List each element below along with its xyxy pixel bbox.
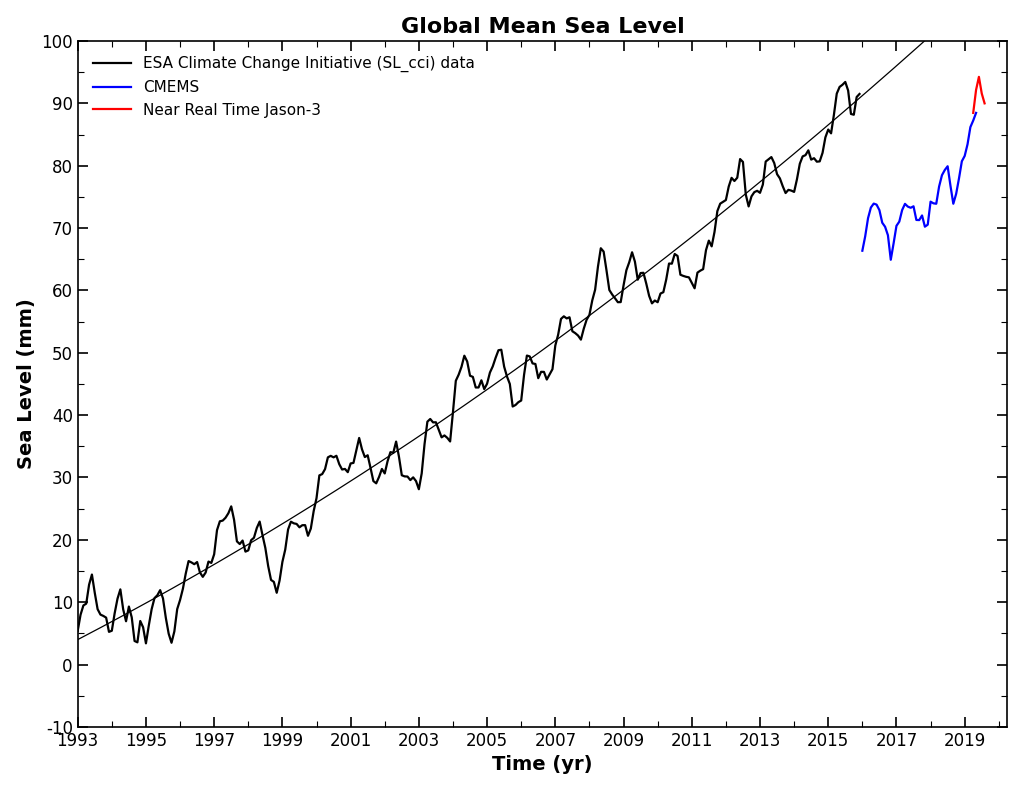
Line: ESA Climate Change Initiative (SL_cci) data: ESA Climate Change Initiative (SL_cci) d… (78, 82, 859, 643)
CMEMS (941, 161, 953, 171)
CMEMS (953, 173, 966, 183)
ESA Climate Change Initiative (SL_cci) data (481, 379, 494, 388)
CMEMS (933, 182, 945, 191)
ESA Climate Change Initiative (SL_cci) data (617, 281, 630, 290)
CMEMS (919, 222, 931, 232)
CMEMS (970, 108, 982, 118)
Title: Global Mean Sea Level: Global Mean Sea Level (400, 17, 684, 36)
CMEMS (913, 215, 926, 225)
CMEMS (896, 206, 908, 215)
CMEMS (888, 238, 900, 248)
CMEMS (965, 123, 977, 132)
CMEMS (862, 214, 874, 223)
CMEMS (962, 139, 974, 149)
CMEMS (873, 206, 886, 215)
Near Real Time Jason-3 (970, 85, 982, 95)
CMEMS (890, 221, 902, 230)
CMEMS (902, 202, 914, 211)
CMEMS (955, 157, 968, 166)
CMEMS (939, 165, 951, 175)
X-axis label: Time (yr): Time (yr) (493, 755, 593, 774)
Near Real Time Jason-3 (976, 89, 988, 98)
CMEMS (944, 181, 956, 191)
CMEMS (867, 199, 880, 208)
ESA Climate Change Initiative (SL_cci) data (72, 626, 84, 635)
CMEMS (893, 217, 905, 226)
ESA Climate Change Initiative (SL_cci) data (839, 78, 851, 87)
CMEMS (879, 222, 891, 232)
CMEMS (947, 199, 959, 209)
CMEMS (885, 255, 897, 264)
CMEMS (958, 151, 971, 161)
CMEMS (928, 199, 940, 208)
ESA Climate Change Initiative (SL_cci) data (541, 375, 553, 384)
CMEMS (910, 215, 923, 225)
Legend: ESA Climate Change Initiative (SL_cci) data, CMEMS, Near Real Time Jason-3: ESA Climate Change Initiative (SL_cci) d… (85, 48, 483, 126)
CMEMS (899, 199, 911, 209)
CMEMS (882, 230, 894, 240)
CMEMS (877, 218, 889, 228)
Line: Near Real Time Jason-3: Near Real Time Jason-3 (973, 77, 985, 113)
ESA Climate Change Initiative (SL_cci) data (365, 464, 377, 473)
CMEMS (856, 246, 868, 255)
CMEMS (950, 189, 963, 199)
Near Real Time Jason-3 (967, 108, 979, 118)
CMEMS (936, 171, 948, 180)
Line: CMEMS: CMEMS (862, 113, 976, 259)
CMEMS (925, 197, 937, 206)
CMEMS (859, 232, 871, 241)
Y-axis label: Sea Level (mm): Sea Level (mm) (16, 298, 36, 469)
CMEMS (922, 220, 934, 229)
CMEMS (907, 202, 920, 211)
CMEMS (864, 202, 877, 212)
ESA Climate Change Initiative (SL_cci) data (177, 584, 189, 593)
CMEMS (930, 199, 942, 209)
CMEMS (870, 200, 883, 210)
ESA Climate Change Initiative (SL_cci) data (140, 638, 153, 648)
Near Real Time Jason-3 (979, 99, 991, 108)
CMEMS (967, 115, 979, 125)
Near Real Time Jason-3 (973, 72, 985, 81)
CMEMS (915, 210, 928, 220)
ESA Climate Change Initiative (SL_cci) data (472, 383, 484, 392)
ESA Climate Change Initiative (SL_cci) data (853, 89, 865, 99)
CMEMS (904, 203, 916, 213)
